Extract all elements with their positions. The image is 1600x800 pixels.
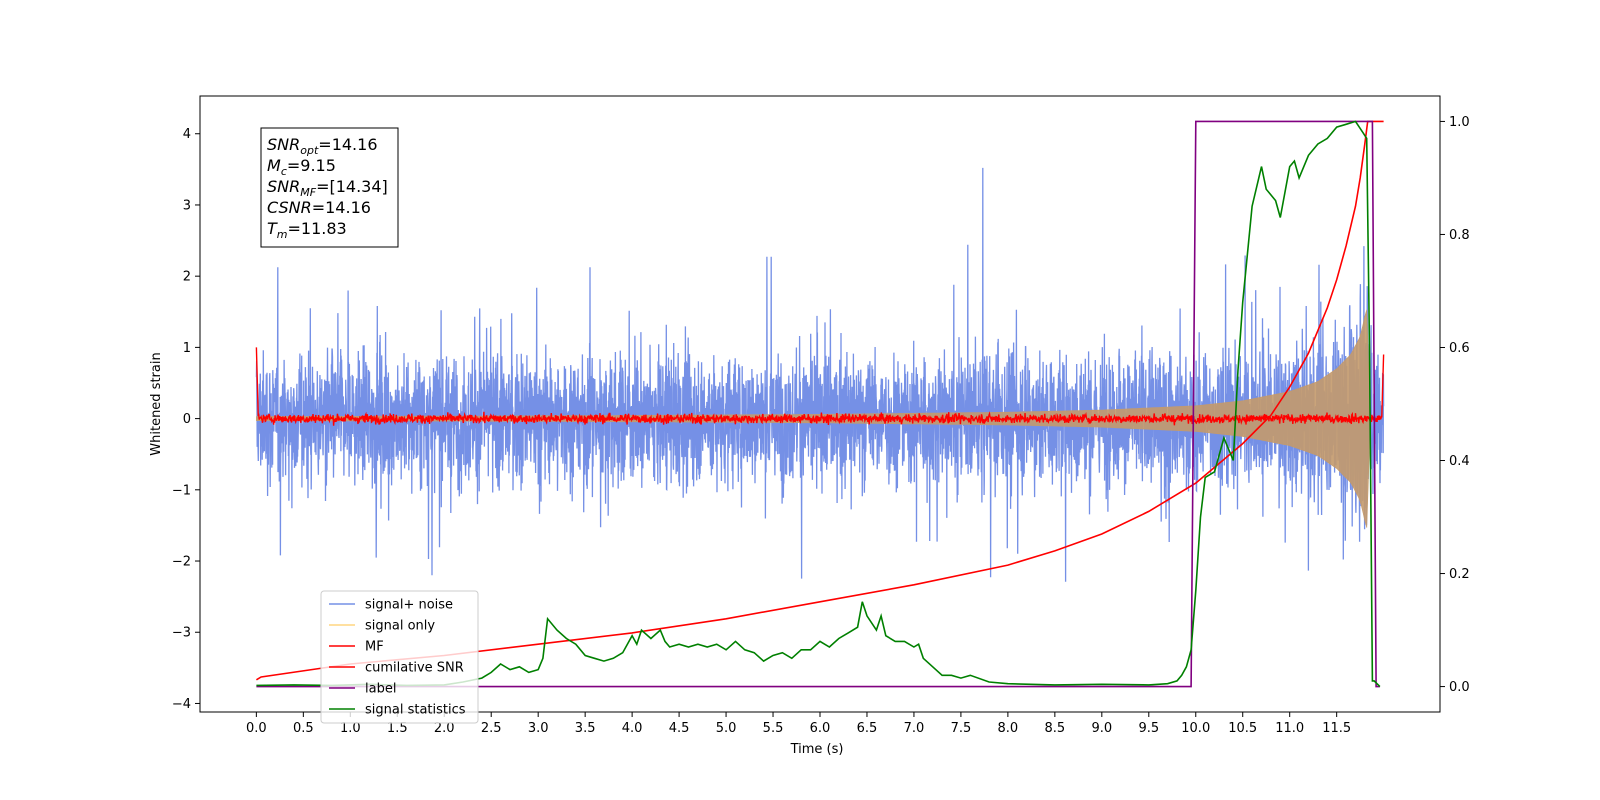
x-tick-label: 9.0 (1091, 721, 1112, 736)
y-axis-title: Whitened strain (149, 352, 164, 455)
x-tick-label: 3.5 (575, 721, 596, 736)
x-tick-label: 3.0 (528, 721, 549, 736)
y2-tick-label: 0.2 (1449, 567, 1470, 582)
x-tick-label: 7.5 (951, 721, 972, 736)
y2-tick-label: 0.0 (1449, 680, 1470, 695)
legend-label: signal+ noise (365, 598, 453, 613)
x-tick-label: 8.0 (998, 721, 1019, 736)
y2-tick-label: 1.0 (1449, 115, 1470, 130)
legend-label: signal statistics (365, 703, 466, 718)
y-tick-label: −1 (172, 483, 191, 498)
x-tick-label: 8.5 (1045, 721, 1066, 736)
x-tick-label: 6.0 (810, 721, 831, 736)
annotation-line: Tm=11.83 (267, 219, 347, 241)
x-tick-label: 1.5 (387, 721, 408, 736)
x-tick-label: 4.5 (669, 721, 690, 736)
x-tick-label: 7.0 (904, 721, 925, 736)
stats-annotation-box: SNRopt=14.16Mc=9.15SNRMF=[14.34]CSNR=14.… (260, 127, 399, 248)
annotation-line: Mc=9.15 (267, 156, 336, 178)
legend-label: label (365, 682, 396, 697)
x-axis: 0.0 0.5 1.0 1.5 2.0 2.5 3.0 3.5 4.0 4.5 5.0 5.5 6.0 6… (246, 712, 1351, 736)
y2-tick-label: 0.8 (1449, 228, 1470, 243)
x-tick-label: 0.5 (293, 721, 314, 736)
y-tick-label: −4 (172, 697, 191, 712)
y-tick-label: 1 (183, 341, 191, 356)
x-tick-label: 2.5 (481, 721, 502, 736)
annotation-line: SNRopt=14.16 (267, 135, 378, 157)
y-tick-label: −3 (172, 626, 191, 641)
x-tick-label: 4.0 (622, 721, 643, 736)
legend: signal+ noise signal only MF cumilative SNR… (320, 590, 479, 724)
x-tick-label: 10.0 (1181, 721, 1210, 736)
y-tick-label: 0 (183, 412, 191, 427)
x-tick-label: 11.5 (1322, 721, 1351, 736)
annotation-line: CSNR=14.16 (267, 198, 371, 217)
x-tick-label: 1.0 (340, 721, 361, 736)
label-line (256, 120, 1380, 688)
y-tick-label: 4 (183, 127, 191, 142)
x-tick-label: 11.0 (1275, 721, 1304, 736)
x-tick-label: 0.0 (246, 721, 267, 736)
legend-frame (320, 590, 479, 724)
y-tick-label: 2 (183, 270, 191, 285)
annotation-frame (260, 127, 399, 248)
x-tick-label: 6.5 (857, 721, 878, 736)
right-axis-series-group (255, 120, 1384, 688)
annotation-line: SNRMF=[14.34] (267, 177, 388, 199)
y-tick-label: 3 (183, 198, 191, 213)
x-tick-label: 9.5 (1138, 721, 1159, 736)
y2-tick-label: 0.6 (1449, 341, 1470, 356)
y2-tick-label: 0.4 (1449, 454, 1470, 469)
x-tick-label: 5.0 (716, 721, 737, 736)
x-axis-title: Time (s) (790, 742, 844, 757)
mf-line (255, 347, 1385, 426)
legend-label: signal only (365, 619, 435, 634)
y-tick-label: −2 (172, 555, 191, 570)
signal-statistics-line (256, 120, 1381, 688)
x-tick-label: 2.0 (434, 721, 455, 736)
x-tick-label: 10.5 (1228, 721, 1257, 736)
legend-label: cumilative SNR (365, 661, 464, 676)
y-axis-right: 1.0 0.8 0.6 0.4 0.2 0.0 (1440, 115, 1470, 695)
x-tick-label: 5.5 (763, 721, 784, 736)
cumilative-snr-line (255, 120, 1384, 681)
mf-series (255, 347, 1385, 426)
y-axis-left: 4 3 2 1 0 −1 −2 −3 −4 (172, 127, 200, 712)
legend-label: MF (365, 640, 384, 655)
